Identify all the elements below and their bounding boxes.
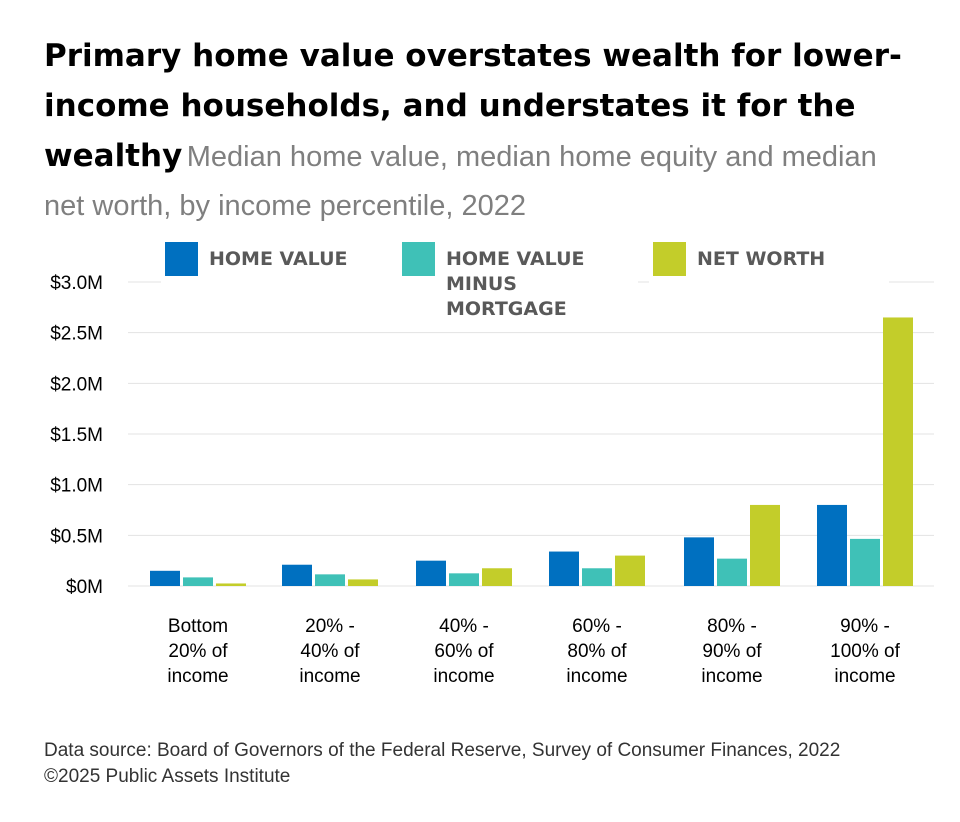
bar	[817, 504, 847, 586]
copyright-note: ©2025 Public Assets Institute	[44, 766, 291, 787]
legend-label: HOME VALUE	[209, 248, 348, 270]
bar	[449, 573, 479, 586]
legend-label: HOME VALUE	[446, 248, 585, 270]
bar	[150, 570, 180, 586]
x-tick-label: 40% -	[439, 616, 489, 637]
legend-backdrop	[649, 241, 889, 283]
x-tick-label: 90% -	[840, 616, 890, 637]
bar	[315, 574, 345, 586]
bar	[282, 564, 312, 586]
y-tick-label: $2.5M	[50, 324, 103, 345]
bar	[850, 538, 880, 586]
legend-swatch	[165, 242, 198, 276]
y-axis-ticks: $0M $0.5M $1.0M $1.5M $2.0M $2.5M $3.0M	[50, 273, 103, 598]
x-tick-label: income	[299, 666, 360, 687]
bar	[615, 555, 645, 586]
bar	[482, 568, 512, 586]
x-tick-label: income	[566, 666, 627, 687]
legend-backdrop	[161, 241, 401, 283]
y-tick-label: $0M	[66, 577, 103, 598]
title-block: Primary home value overstates wealth for…	[44, 34, 924, 233]
legend-label: NET WORTH	[697, 248, 825, 270]
bar	[684, 537, 714, 586]
bar	[183, 577, 213, 586]
x-tick-label: income	[167, 666, 228, 687]
x-tick-label: 40% of	[300, 641, 360, 662]
y-tick-label: $0.5M	[50, 526, 103, 547]
source-note: Data source: Board of Governors of the F…	[44, 740, 841, 761]
legend-backdrop	[398, 241, 638, 283]
bars	[150, 317, 913, 586]
y-tick-label: $2.0M	[50, 374, 103, 395]
bar	[549, 551, 579, 586]
x-tick-label: income	[433, 666, 494, 687]
legend: HOME VALUE HOME VALUE MINUS MORTGAGE NET WOR…	[161, 241, 889, 320]
bar	[216, 583, 246, 586]
x-tick-label: 80% -	[707, 616, 757, 637]
bar	[416, 560, 446, 586]
bar	[750, 504, 780, 586]
y-tick-label: $1.5M	[50, 425, 103, 446]
bar	[717, 558, 747, 586]
x-tick-label: 60% of	[434, 641, 494, 662]
x-tick-label: income	[834, 666, 895, 687]
chart-title: Primary home value overstates wealth for…	[44, 38, 902, 174]
x-tick-label: 60% -	[572, 616, 622, 637]
x-tick-label: 20% of	[168, 641, 228, 662]
legend-label: MINUS	[446, 273, 517, 295]
x-tick-label: 90% of	[702, 641, 762, 662]
chart-subtitle: Median home value, median home equity an…	[44, 141, 877, 222]
x-tick-label: 20% -	[305, 616, 355, 637]
x-tick-label: 80% of	[567, 641, 627, 662]
bar	[348, 579, 378, 586]
legend-label: MORTGAGE	[446, 298, 567, 320]
footer: Data source: Board of Governors of the F…	[44, 738, 840, 790]
x-tick-label: 100% of	[830, 641, 900, 662]
legend-swatch	[402, 242, 435, 276]
y-tick-label: $3.0M	[50, 273, 103, 294]
y-tick-label: $1.0M	[50, 476, 103, 497]
bar	[582, 568, 612, 586]
legend-swatch	[653, 242, 686, 276]
bar	[883, 317, 913, 586]
x-tick-label: Bottom	[168, 616, 228, 637]
x-axis-ticks: Bottom 20% of income 20% - 40% of income 40% -…	[167, 616, 900, 687]
x-tick-label: income	[701, 666, 762, 687]
gridlines	[128, 281, 934, 587]
